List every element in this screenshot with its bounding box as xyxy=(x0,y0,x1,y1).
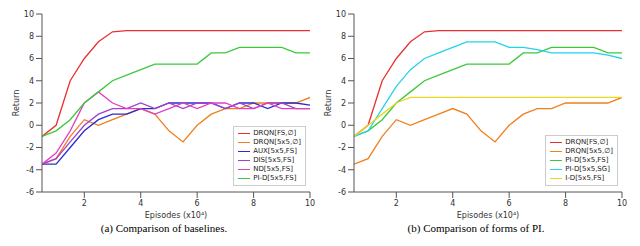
html-text:DRQN[5x5,∅]: DRQN[5x5,∅] xyxy=(565,147,613,155)
svg-text:6: 6 xyxy=(29,54,34,63)
html-text:PI-D[5x5,FS]: PI-D[5x5,FS] xyxy=(565,156,609,164)
html-text:DRQN[FS,∅]: DRQN[FS,∅] xyxy=(565,138,609,146)
svg-text:-6: -6 xyxy=(338,188,346,197)
svg-text:6: 6 xyxy=(507,199,512,208)
svg-text:-2: -2 xyxy=(338,143,346,152)
svg-text:8: 8 xyxy=(251,199,256,208)
html-text:PI-D[5x5,SG]: PI-D[5x5,SG] xyxy=(565,165,610,173)
svg-text:-4: -4 xyxy=(26,166,34,175)
svg-text:2: 2 xyxy=(394,199,399,208)
svg-text:6: 6 xyxy=(195,199,200,208)
html-text:I-D[5x5,FS]: I-D[5x5,FS] xyxy=(565,174,605,182)
svg-text:10: 10 xyxy=(617,199,627,208)
html-text:DRQN[FS,∅]: DRQN[FS,∅] xyxy=(253,129,297,137)
svg-text:8: 8 xyxy=(563,199,568,208)
svg-text:0: 0 xyxy=(29,121,34,130)
svg-text:Episodes (x10⁴): Episodes (x10⁴) xyxy=(145,211,208,220)
svg-text:10: 10 xyxy=(24,10,34,19)
svg-text:-6: -6 xyxy=(26,188,34,197)
svg-text:2: 2 xyxy=(82,199,87,208)
html-text:AUX[5x5,FS]: AUX[5x5,FS] xyxy=(253,147,297,155)
svg-text:Return: Return xyxy=(324,90,333,117)
svg-text:Episodes (x10⁴): Episodes (x10⁴) xyxy=(457,211,520,220)
svg-text:0: 0 xyxy=(341,121,346,130)
svg-text:4: 4 xyxy=(450,199,455,208)
svg-text:10: 10 xyxy=(305,199,315,208)
svg-text:4: 4 xyxy=(29,77,34,86)
html-text:(a) Comparison of baselines.: (a) Comparison of baselines. xyxy=(100,222,228,234)
svg-text:10: 10 xyxy=(336,10,346,19)
svg-text:4: 4 xyxy=(138,199,143,208)
html-text:DIS[5x5,FS]: DIS[5x5,FS] xyxy=(253,156,295,164)
html-text:ND[5x5,FS]: ND[5x5,FS] xyxy=(253,165,293,173)
html-text:DRQN[5x5,∅]: DRQN[5x5,∅] xyxy=(253,138,301,146)
svg-text:2: 2 xyxy=(29,99,34,108)
svg-text:6: 6 xyxy=(341,54,346,63)
svg-text:Return: Return xyxy=(12,90,21,117)
svg-text:2: 2 xyxy=(341,99,346,108)
html-text:PI-D[5x5,FS]: PI-D[5x5,FS] xyxy=(253,174,297,182)
svg-text:-4: -4 xyxy=(338,166,346,175)
svg-text:8: 8 xyxy=(341,32,346,41)
html-text:(b) Comparison of forms of PI.: (b) Comparison of forms of PI. xyxy=(407,222,545,234)
svg-text:8: 8 xyxy=(29,32,34,41)
svg-text:4: 4 xyxy=(341,77,346,86)
svg-text:-2: -2 xyxy=(26,143,34,152)
